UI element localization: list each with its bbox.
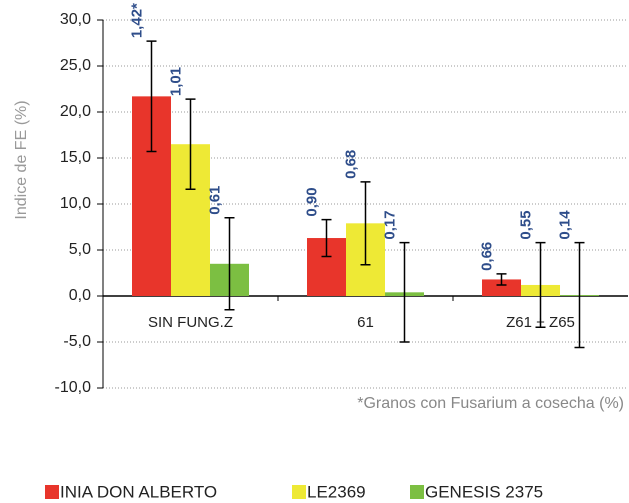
y-tick-label: 10,0 [60,195,91,212]
legend-label: INIA DON ALBERTO [60,482,217,501]
y-tick-label: 20,0 [60,103,91,120]
y-tick-label: -5,0 [63,333,91,350]
data-label: 0,90 [303,187,320,216]
data-label: 1,01 [167,67,184,96]
error-bar [360,181,371,266]
legend-swatch [45,485,59,499]
legend-swatch [410,485,424,499]
y-tick-label: -10,0 [55,379,92,396]
data-label: 0,61 [206,186,223,215]
y-tick-label: 30,0 [60,11,91,28]
y-axis-label: Indice de FE (%) [13,100,30,219]
error-bar [496,273,507,286]
legend-label: GENESIS 2375 [425,482,543,501]
x-tick-label: SIN FUNG.Z [148,314,233,331]
data-label: 0,66 [478,242,495,271]
footnote: *Granos con Fusarium a cosecha (%) [357,395,624,412]
error-bar [574,241,585,349]
data-label: 0,14 [556,210,573,240]
legend-swatch [292,485,306,499]
y-tick-label: 5,0 [69,241,91,258]
y-tick-label: 15,0 [60,149,91,166]
data-label: 0,17 [381,210,398,239]
error-bar [224,217,235,311]
error-bar [399,241,410,343]
y-tick-label: 25,0 [60,57,91,74]
error-bar [146,40,157,153]
error-bar [321,218,332,258]
data-label: 1,42* [128,3,145,38]
error-bar [535,241,546,329]
bar [482,279,521,296]
y-tick-label: 0,0 [69,287,91,304]
x-tick-label: 61 [357,314,374,331]
legend-label: LE2369 [307,482,366,501]
data-label: 0,68 [342,150,359,179]
error-bar [185,98,196,191]
data-label: 0,55 [517,210,534,239]
